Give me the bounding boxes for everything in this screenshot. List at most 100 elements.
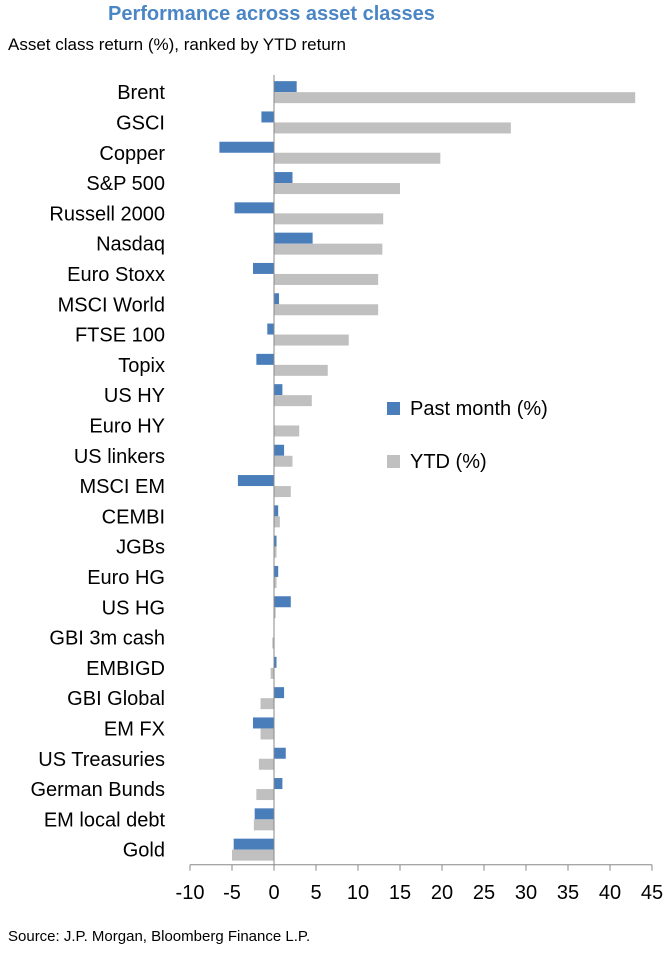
bar-ytd-10 [274, 395, 312, 407]
category-label: FTSE 100 [75, 325, 165, 347]
category-label: Euro Stoxx [67, 264, 165, 286]
category-label: US HG [102, 597, 165, 619]
bar-past-month-10 [274, 384, 283, 396]
x-tick-label: 20 [431, 882, 453, 904]
bar-ytd-13 [274, 486, 291, 498]
x-tick-label: 15 [389, 882, 411, 904]
bar-ytd-22 [258, 758, 274, 770]
legend-swatch [387, 455, 400, 468]
category-label: Copper [99, 143, 165, 165]
category-label: Euro HG [87, 567, 165, 589]
category-label: German Bunds [30, 779, 165, 801]
category-label: Euro HY [89, 415, 165, 437]
legend-swatch [387, 402, 400, 415]
bar-past-month-12 [274, 444, 285, 456]
bar-past-month-25 [233, 838, 274, 850]
bar-ytd-18 [272, 637, 274, 649]
category-label: EM FX [104, 718, 165, 740]
bar-past-month-19 [274, 656, 277, 668]
bar-past-month-23 [274, 778, 283, 790]
category-label: Gold [123, 840, 165, 862]
bar-ytd-7 [274, 304, 379, 316]
x-tick-label: 0 [268, 882, 279, 904]
category-label: CEMBI [102, 506, 165, 528]
bar-ytd-2 [274, 152, 441, 164]
category-label: Russell 2000 [49, 203, 165, 225]
legend-label: YTD (%) [410, 451, 487, 473]
category-label: US Treasuries [38, 749, 165, 771]
bar-ytd-20 [260, 698, 274, 710]
bar-ytd-12 [274, 455, 293, 467]
bar-ytd-23 [256, 789, 274, 801]
bar-past-month-3 [274, 172, 293, 184]
bar-ytd-15 [274, 546, 277, 558]
x-tick-label: -5 [223, 882, 241, 904]
category-label: GSCI [116, 112, 165, 134]
bar-past-month-7 [274, 293, 280, 305]
bar-past-month-22 [274, 747, 286, 759]
bar-past-month-16 [274, 565, 279, 577]
legend: Past month (%) YTD (%) [387, 398, 548, 473]
category-label: EM local debt [44, 809, 166, 831]
chart-title: Performance across asset classes [108, 3, 435, 25]
bar-past-month-15 [274, 535, 277, 547]
bar-past-month-13 [237, 475, 274, 487]
bar-past-month-6 [253, 262, 274, 274]
bar-ytd-8 [274, 334, 349, 346]
category-label: GBI 3m cash [49, 628, 165, 650]
x-tick-label: 45 [641, 882, 663, 904]
bar-past-month-0 [274, 81, 297, 93]
category-label: S&P 500 [86, 173, 165, 195]
category-label: Brent [117, 82, 165, 104]
x-tick-label: 40 [599, 882, 621, 904]
category-label: US HY [104, 385, 165, 407]
bar-ytd-21 [260, 728, 274, 740]
bar-ytd-16 [274, 576, 277, 588]
x-tick-label: 35 [557, 882, 579, 904]
x-tick-label: 30 [515, 882, 537, 904]
bar-ytd-6 [274, 273, 379, 285]
bar-past-month-17 [274, 596, 291, 608]
bar-ytd-25 [232, 849, 274, 861]
bar-past-month-1 [261, 111, 274, 123]
bar-ytd-1 [274, 122, 511, 134]
x-axis: -10 -5 0 5 10 15 20 25 30 35 40 45 [176, 75, 663, 904]
bar-ytd-17 [274, 607, 276, 619]
category-label: Nasdaq [96, 234, 165, 256]
x-tick-label: -10 [176, 882, 205, 904]
bar-past-month-2 [219, 141, 274, 153]
x-tick-label: 5 [310, 882, 321, 904]
bar-past-month-21 [253, 717, 274, 729]
bar-past-month-14 [274, 505, 279, 517]
legend-label: Past month (%) [410, 398, 548, 420]
bar-ytd-5 [274, 243, 383, 255]
category-label: JGBs [116, 537, 165, 559]
x-tick-label: 25 [473, 882, 495, 904]
category-label: Topix [118, 355, 165, 377]
category-label: MSCI EM [79, 476, 165, 498]
bar-ytd-9 [274, 364, 328, 376]
category-label: GBI Global [67, 688, 165, 710]
bar-past-month-24 [254, 808, 274, 820]
bar-past-month-9 [256, 353, 274, 365]
bar-past-month-5 [274, 232, 313, 244]
bar-ytd-11 [274, 425, 300, 437]
bar-past-month-8 [267, 323, 274, 335]
category-label: EMBIGD [86, 658, 165, 680]
x-tick-label: 10 [347, 882, 369, 904]
bar-ytd-4 [274, 213, 384, 225]
bar-past-month-20 [274, 687, 285, 699]
bar-past-month-4 [234, 202, 274, 214]
category-label: MSCI World [58, 294, 165, 316]
bar-ytd-14 [274, 516, 280, 528]
category-label: US linkers [74, 446, 165, 468]
category-labels-group: Brent GSCI Copper S&P 500 Russell 2000 Nasdaq… [30, 82, 165, 862]
chart-subtitle: Asset class return (%), ranked by YTD re… [8, 35, 346, 54]
source-note: Source: J.P. Morgan, Bloomberg Finance L… [8, 928, 311, 945]
bar-ytd-0 [274, 92, 636, 104]
bar-ytd-24 [253, 819, 274, 831]
bars-group [219, 81, 636, 861]
bar-ytd-3 [274, 183, 400, 195]
bar-ytd-19 [270, 667, 274, 679]
